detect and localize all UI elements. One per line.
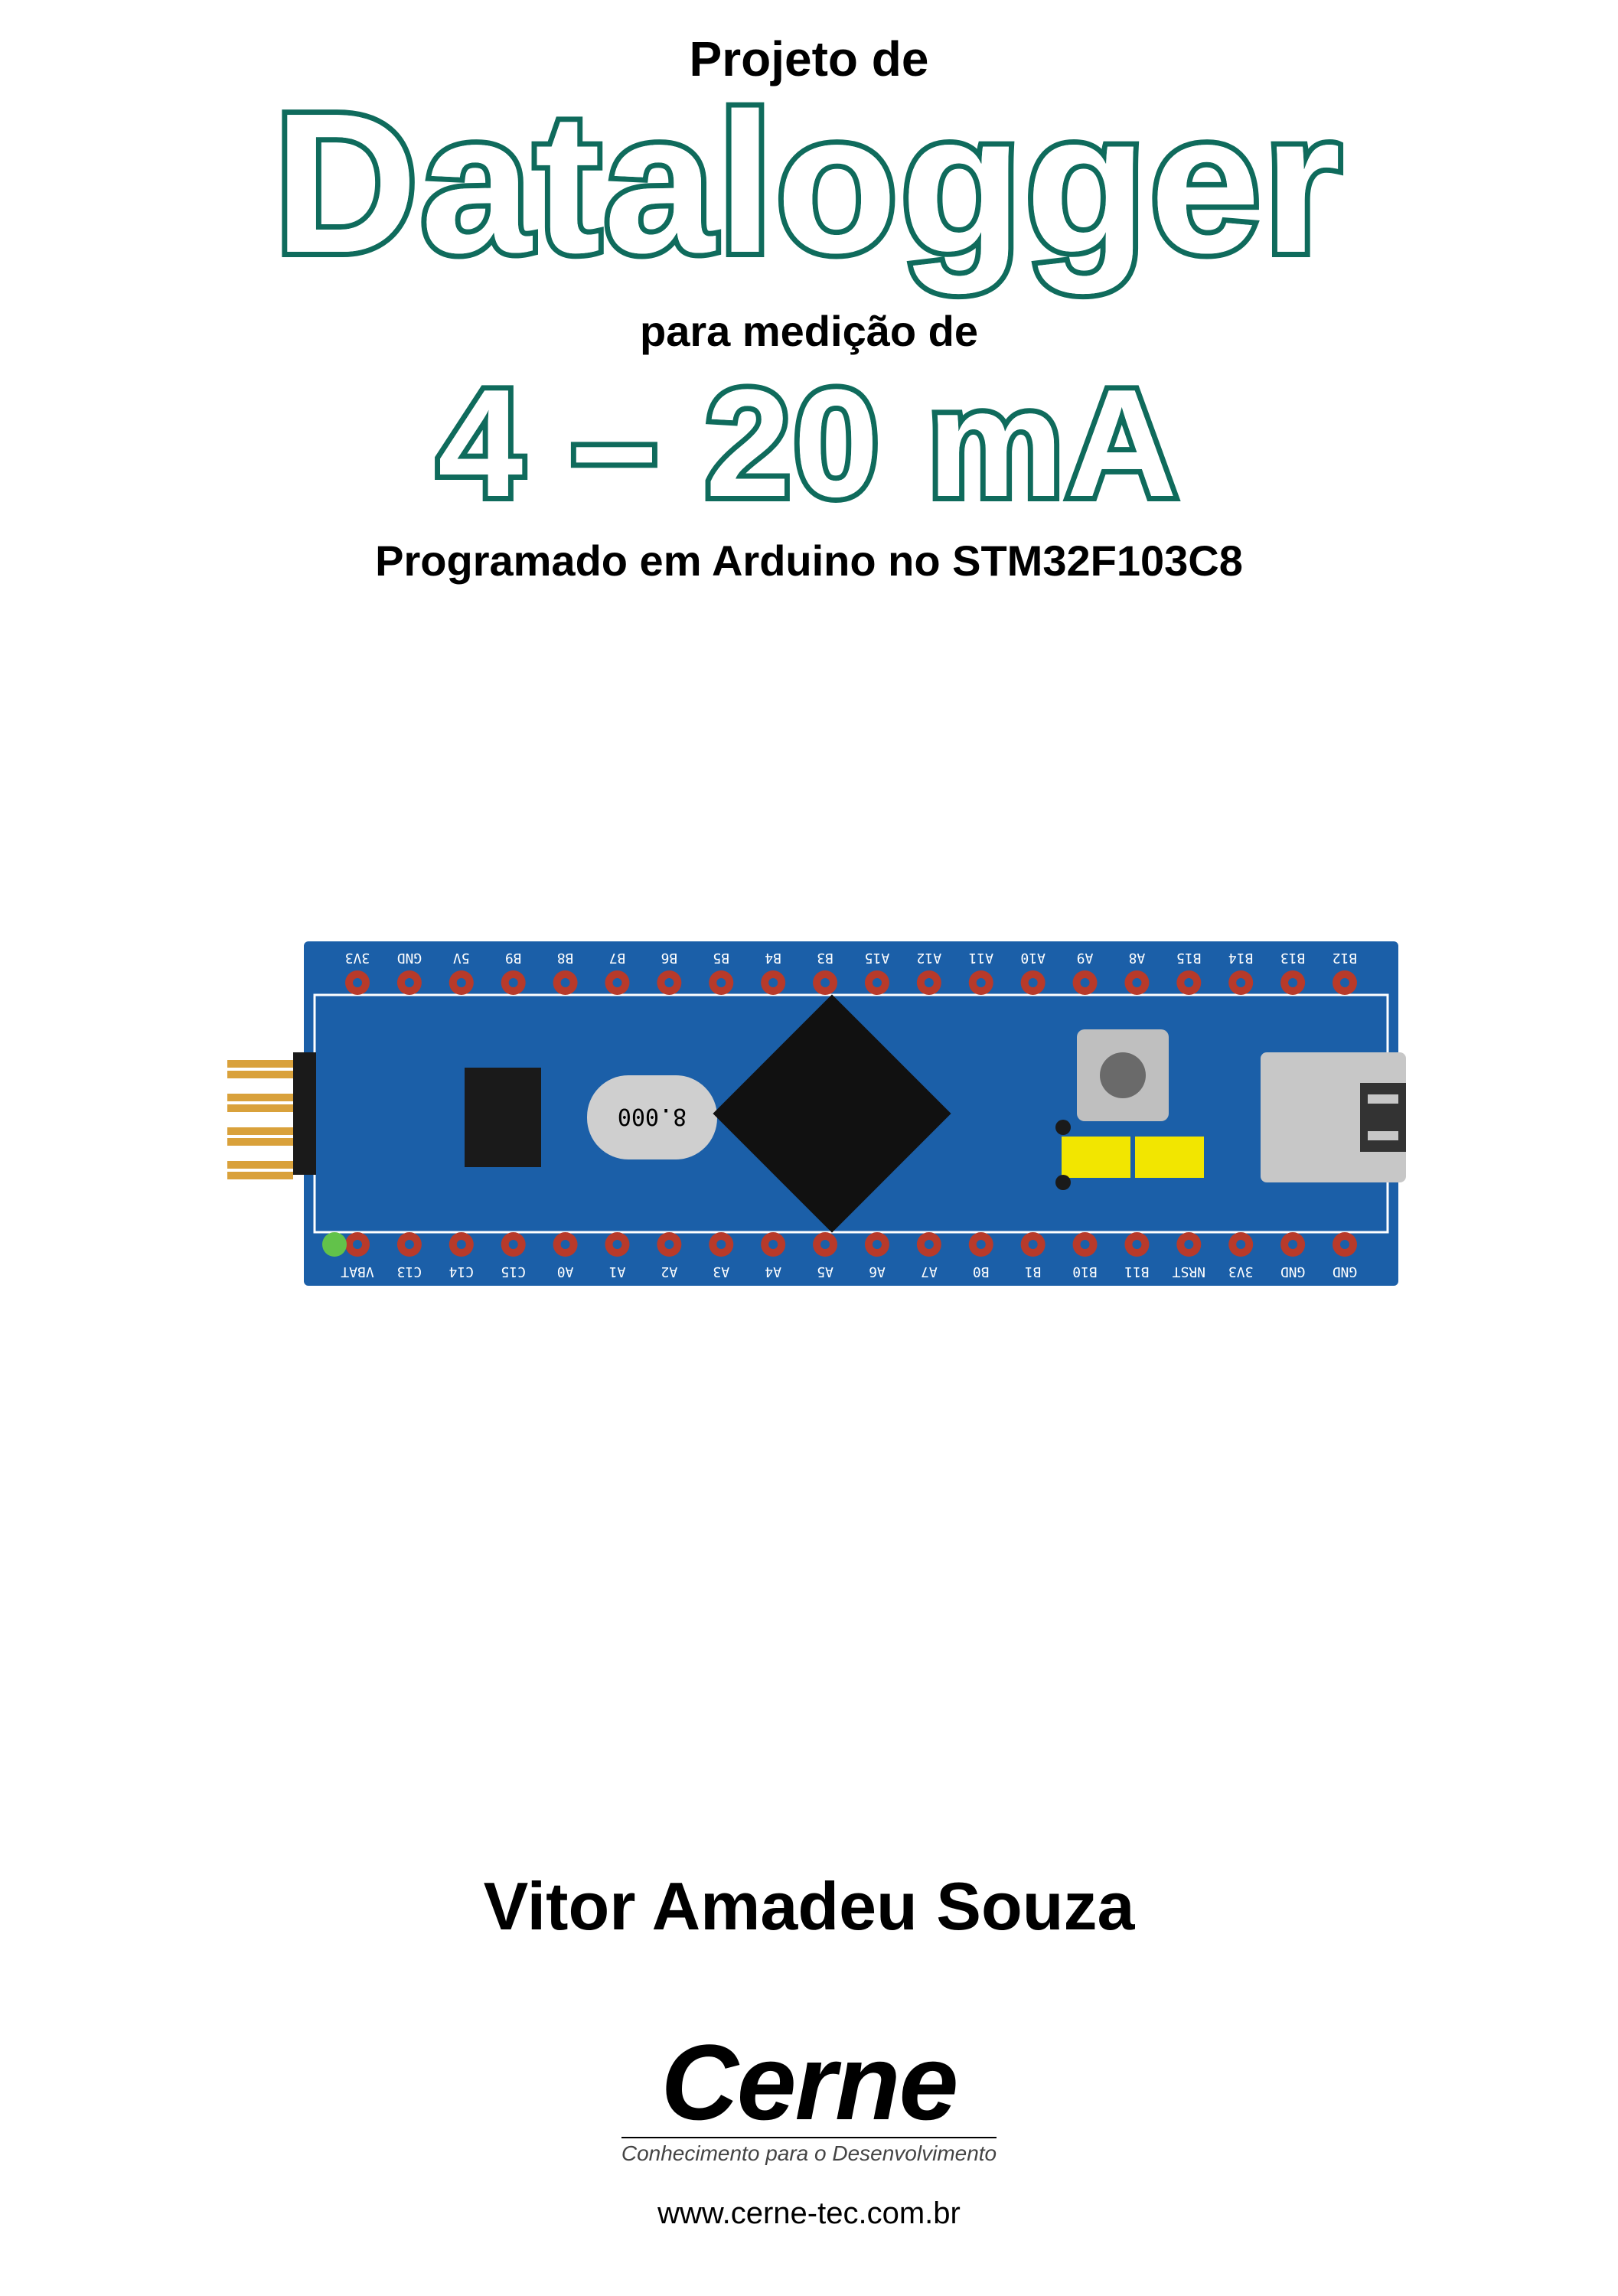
svg-text:VBAT: VBAT: [341, 1264, 374, 1280]
svg-text:3V3: 3V3: [1228, 1264, 1254, 1280]
title-mid: para medição de: [0, 306, 1618, 356]
board-illustration: 3V3 VBAT GND C13 5V C14 B9 C15 B8 A0 B7 A1 B6 A2 B5 A3 B…: [212, 934, 1406, 1297]
svg-text:A9: A9: [1077, 950, 1094, 966]
svg-text:A8: A8: [1129, 950, 1146, 966]
publisher-logo: Cerne Conhecimento para o Desenvolviment…: [0, 2020, 1618, 2231]
title-subtitle: Programado em Arduino no STM32F103C8: [0, 536, 1618, 585]
svg-text:A3: A3: [713, 1264, 729, 1280]
svg-text:3V3: 3V3: [345, 950, 370, 966]
svg-text:A12: A12: [917, 950, 942, 966]
svg-text:B11: B11: [1124, 1264, 1150, 1280]
svg-text:B0: B0: [973, 1264, 990, 1280]
svg-text:B7: B7: [609, 950, 626, 966]
title-main-2: 4 – 20 mA: [0, 367, 1618, 520]
svg-text:A1: A1: [609, 1264, 626, 1280]
title-main-1: Datalogger: [0, 84, 1618, 283]
svg-text:C15: C15: [501, 1264, 526, 1280]
svg-text:A0: A0: [557, 1264, 574, 1280]
svg-text:B3: B3: [817, 950, 833, 966]
svg-text:A4: A4: [765, 1264, 781, 1280]
svg-text:B9: B9: [505, 950, 522, 966]
svg-text:B4: B4: [765, 950, 781, 966]
svg-text:GND: GND: [397, 950, 422, 966]
svg-text:5V: 5V: [453, 950, 470, 966]
logo-tagline: Conhecimento para o Desenvolvimento: [621, 2137, 997, 2166]
svg-text:A6: A6: [869, 1264, 886, 1280]
svg-text:A10: A10: [1020, 950, 1046, 966]
svg-text:B8: B8: [557, 950, 574, 966]
svg-text:A15: A15: [865, 950, 890, 966]
svg-text:B15: B15: [1176, 950, 1202, 966]
svg-text:NRST: NRST: [1172, 1264, 1205, 1280]
svg-text:B10: B10: [1072, 1264, 1098, 1280]
svg-text:B6: B6: [661, 950, 678, 966]
logo-url: www.cerne-tec.com.br: [0, 2197, 1618, 2231]
svg-text:B13: B13: [1280, 950, 1306, 966]
svg-text:A5: A5: [817, 1264, 833, 1280]
svg-text:B1: B1: [1025, 1264, 1042, 1280]
svg-text:A7: A7: [921, 1264, 938, 1280]
logo-text: Cerne: [0, 2020, 1618, 2144]
svg-text:C13: C13: [397, 1264, 422, 1280]
svg-text:B14: B14: [1228, 950, 1254, 966]
svg-text:8.000: 8.000: [618, 1103, 687, 1130]
svg-text:GND: GND: [1280, 1264, 1306, 1280]
svg-text:B12: B12: [1333, 950, 1358, 966]
svg-text:C14: C14: [449, 1264, 475, 1280]
author-name: Vitor Amadeu Souza: [0, 1867, 1618, 1945]
svg-text:B5: B5: [713, 950, 729, 966]
svg-text:A11: A11: [968, 950, 993, 966]
svg-text:A2: A2: [661, 1264, 678, 1280]
svg-text:GND: GND: [1333, 1264, 1358, 1280]
